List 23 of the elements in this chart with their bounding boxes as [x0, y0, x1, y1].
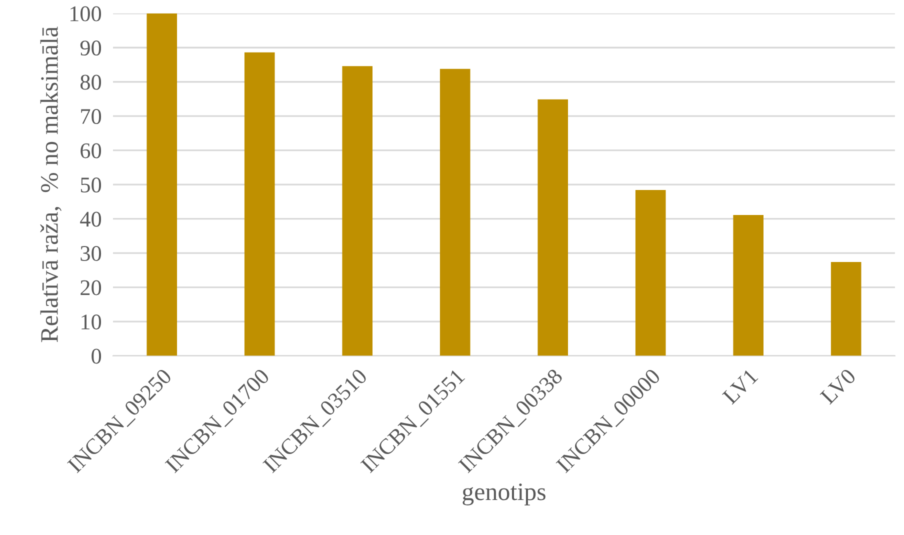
bar [146, 13, 178, 356]
bar [830, 262, 862, 356]
y-tick-label: 40 [80, 212, 102, 227]
x-tick-label: LV0 [820, 368, 857, 405]
y-tick-label: 80 [80, 74, 102, 90]
bar [733, 215, 764, 356]
y-tick-label: 0 [92, 348, 102, 364]
y-tick-label: 10 [82, 314, 102, 330]
y-axis-title: Relatīvā raža, % no maksimālā [40, 26, 62, 342]
y-tick-label: 50 [80, 178, 102, 193]
x-axis-title: genotips [462, 483, 546, 506]
bar [342, 66, 373, 356]
y-tick-label: 90 [80, 40, 102, 56]
y-tick-label: 30 [80, 246, 102, 261]
y-tick-label: 100 [70, 6, 102, 22]
y-tick-label: 20 [80, 280, 102, 296]
bar [538, 99, 568, 356]
y-tick-label: 60 [80, 143, 102, 158]
bar [635, 190, 666, 356]
x-tick-label: LV1 [722, 368, 759, 405]
y-tick-label: 70 [81, 109, 102, 124]
bar [244, 52, 275, 356]
bar [440, 68, 470, 356]
